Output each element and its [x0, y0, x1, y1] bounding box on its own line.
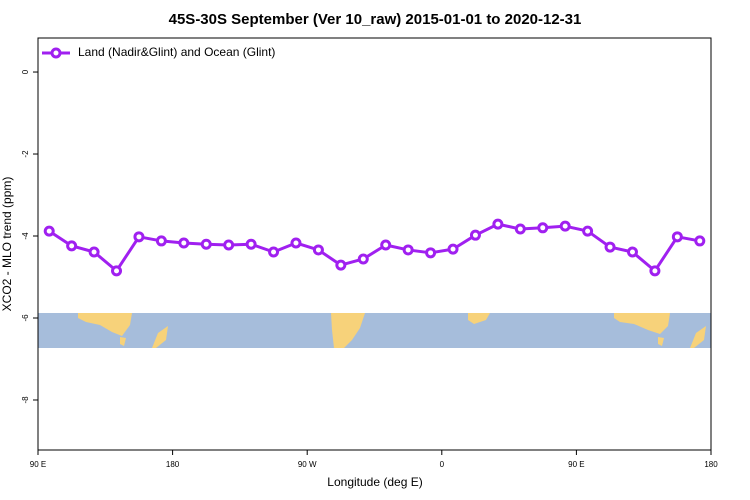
map-land [331, 313, 365, 348]
map-land [78, 313, 132, 336]
data-point [312, 244, 324, 256]
x-tick-label: 90 E [30, 460, 46, 469]
map-land [658, 337, 664, 346]
data-point [604, 241, 616, 253]
data-point [380, 239, 392, 251]
data-point [649, 265, 661, 277]
data-point [447, 243, 459, 255]
data-point [245, 238, 257, 250]
y-tick-label: -4 [21, 232, 30, 240]
y-axis-label: XCO2 - MLO trend (ppm) [0, 177, 14, 312]
data-point [133, 231, 145, 243]
data-point [200, 238, 212, 250]
data-point [537, 222, 549, 234]
x-tick-label: 0 [440, 460, 445, 469]
legend-marker [50, 47, 62, 59]
map-land [468, 313, 490, 324]
map-ocean [38, 313, 711, 348]
y-tick-label: -8 [21, 396, 30, 404]
data-point [111, 265, 123, 277]
data-point [335, 259, 347, 271]
data-point [402, 244, 414, 256]
data-point [290, 237, 302, 249]
data-point [694, 235, 706, 247]
chart-title: 45S-30S September (Ver 10_raw) 2015-01-0… [169, 11, 582, 28]
data-point [268, 246, 280, 258]
plot-frame [37, 37, 712, 451]
data-point [43, 225, 55, 237]
x-tick-label: 90 W [298, 460, 317, 469]
map-strip [38, 313, 711, 348]
map-land [614, 313, 670, 334]
data-point [492, 218, 504, 230]
map-land [120, 337, 126, 346]
data-point [223, 239, 235, 251]
data-point [582, 225, 594, 237]
data-point [425, 247, 437, 259]
map-land [690, 326, 706, 348]
y-tick-label: -6 [21, 314, 30, 322]
data-point [357, 253, 369, 265]
data-point [178, 237, 190, 249]
x-tick-label: 180 [704, 460, 718, 469]
legend-label: Land (Nadir&Glint) and Ocean (Glint) [78, 45, 275, 59]
x-axis-label: Longitude (deg E) [327, 475, 422, 489]
data-point [626, 246, 638, 258]
data-point [514, 223, 526, 235]
data-point [469, 229, 481, 241]
data-point [155, 235, 167, 247]
x-tick-label: 180 [166, 460, 180, 469]
data-point [66, 240, 78, 252]
map-land [152, 326, 168, 348]
data-point [559, 220, 571, 232]
x-tick-label: 90 E [568, 460, 584, 469]
y-tick-label: -2 [21, 150, 30, 158]
data-point [88, 246, 100, 258]
y-tick-label: 0 [21, 69, 30, 74]
data-point [671, 231, 683, 243]
